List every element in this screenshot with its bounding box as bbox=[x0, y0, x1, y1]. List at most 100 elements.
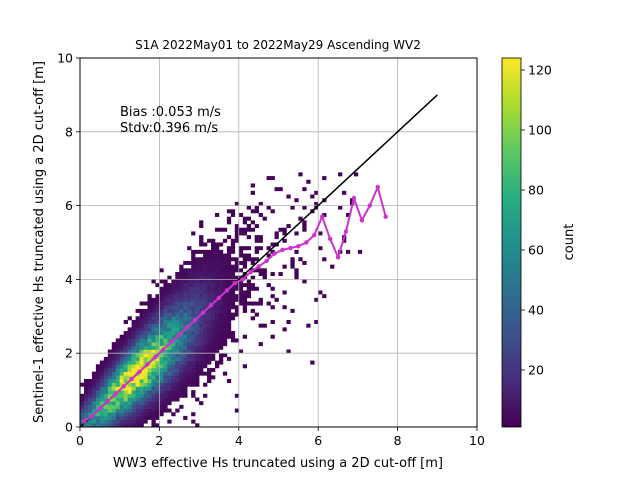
heatmap-cell bbox=[187, 334, 192, 339]
heatmap-cell bbox=[226, 290, 232, 295]
heatmap-cell bbox=[155, 316, 160, 321]
x-tick-label: 8 bbox=[394, 433, 402, 448]
heatmap-cell bbox=[187, 356, 192, 361]
heatmap-cell bbox=[282, 264, 287, 269]
heatmap-cell bbox=[103, 390, 109, 395]
heatmap-cell bbox=[119, 382, 124, 387]
heatmap-cell bbox=[163, 367, 168, 372]
heatmap-cell bbox=[139, 345, 144, 350]
binned-mean-point bbox=[192, 317, 198, 323]
heatmap-cell bbox=[131, 390, 136, 395]
heatmap-cell bbox=[87, 401, 93, 406]
heatmap-cell bbox=[195, 297, 200, 302]
heatmap-cell bbox=[187, 290, 192, 295]
heatmap-cell bbox=[314, 201, 319, 206]
heatmap-cell bbox=[234, 201, 240, 206]
heatmap-cell bbox=[211, 246, 216, 251]
heatmap-cell bbox=[266, 205, 271, 210]
heatmap-cell bbox=[99, 393, 105, 398]
heatmap-cell bbox=[123, 371, 128, 376]
heatmap-cell bbox=[167, 367, 172, 372]
heatmap-cell bbox=[234, 294, 240, 299]
heatmap-cell bbox=[294, 198, 299, 203]
heatmap-cell bbox=[218, 319, 224, 324]
heatmap-cell bbox=[191, 412, 196, 417]
heatmap-cell bbox=[179, 283, 184, 288]
heatmap-cell bbox=[230, 257, 236, 262]
heatmap-cell bbox=[214, 264, 220, 269]
heatmap-cell bbox=[218, 356, 224, 361]
heatmap-cell bbox=[99, 408, 105, 413]
y-tick-label: 0 bbox=[65, 420, 73, 435]
binned-mean-point bbox=[304, 240, 309, 245]
heatmap-cell bbox=[302, 279, 307, 284]
heatmap-cell bbox=[103, 397, 109, 402]
heatmap-cell bbox=[115, 345, 120, 350]
heatmap-cell bbox=[318, 290, 323, 295]
heatmap-cell bbox=[195, 312, 200, 317]
heatmap-cell bbox=[107, 379, 113, 384]
heatmap-cell bbox=[155, 408, 160, 413]
heatmap-cell bbox=[203, 382, 208, 387]
binned-mean-point bbox=[81, 419, 87, 424]
colorbar bbox=[501, 57, 522, 428]
heatmap-cell bbox=[203, 323, 208, 328]
heatmap-cell bbox=[131, 367, 136, 372]
heatmap-cell bbox=[107, 408, 113, 413]
heatmap-cell bbox=[246, 227, 252, 232]
heatmap-cell bbox=[115, 419, 120, 424]
heatmap-cell bbox=[95, 379, 101, 384]
heatmap-cell bbox=[222, 305, 228, 310]
heatmap-cell bbox=[338, 172, 343, 177]
heatmap-cell bbox=[151, 423, 156, 428]
heatmap-cell bbox=[147, 334, 152, 339]
heatmap-cell bbox=[147, 323, 152, 328]
heatmap-cell bbox=[111, 367, 117, 372]
heatmap-cell bbox=[214, 349, 220, 354]
heatmap-cell bbox=[167, 334, 172, 339]
heatmap-cell bbox=[159, 356, 164, 361]
heatmap-cell bbox=[103, 419, 109, 424]
heatmap-cell bbox=[218, 279, 224, 284]
heatmap-cell bbox=[258, 272, 263, 277]
heatmap-cell bbox=[183, 356, 188, 361]
heatmap-cell bbox=[179, 279, 184, 284]
heatmap-cell bbox=[175, 290, 180, 295]
heatmap-cell bbox=[195, 257, 200, 262]
heatmap-cell bbox=[131, 371, 136, 376]
heatmap-cell bbox=[159, 279, 164, 284]
heatmap-cell bbox=[183, 345, 188, 350]
heatmap-cell bbox=[195, 279, 200, 284]
heatmap-cell bbox=[131, 319, 136, 324]
heatmap-cell bbox=[159, 327, 164, 332]
heatmap-cell bbox=[302, 224, 307, 229]
binned-mean-point bbox=[327, 236, 333, 242]
heatmap-cell bbox=[131, 349, 136, 354]
y-axis-label: Sentinel-1 effective Hs truncated using … bbox=[32, 61, 47, 423]
heatmap-cell bbox=[80, 412, 85, 417]
heatmap-cell bbox=[123, 393, 128, 398]
heatmap-cell bbox=[191, 294, 196, 299]
heatmap-cell bbox=[187, 246, 192, 251]
heatmap-cell bbox=[211, 312, 216, 317]
heatmap-cell bbox=[250, 209, 255, 214]
heatmap-cell bbox=[167, 297, 172, 302]
heatmap-cell bbox=[218, 338, 224, 343]
heatmap-cell bbox=[143, 415, 148, 420]
heatmap-cell bbox=[143, 386, 148, 391]
heatmap-cell bbox=[218, 268, 224, 273]
heatmap-cell bbox=[214, 316, 220, 321]
heatmap-cell bbox=[242, 216, 248, 221]
heatmap-cell bbox=[218, 227, 224, 232]
heatmap-cell bbox=[199, 297, 204, 302]
heatmap-cell bbox=[135, 327, 140, 332]
heatmap-cell bbox=[199, 238, 204, 243]
heatmap-cell bbox=[99, 382, 105, 387]
heatmap-cell bbox=[238, 286, 244, 291]
heatmap-cell bbox=[143, 349, 148, 354]
heatmap-cell bbox=[143, 408, 148, 413]
heatmap-cell bbox=[222, 371, 228, 376]
heatmap-cell bbox=[230, 312, 236, 317]
heatmap-cell bbox=[179, 360, 184, 365]
heatmap-cell bbox=[175, 371, 180, 376]
